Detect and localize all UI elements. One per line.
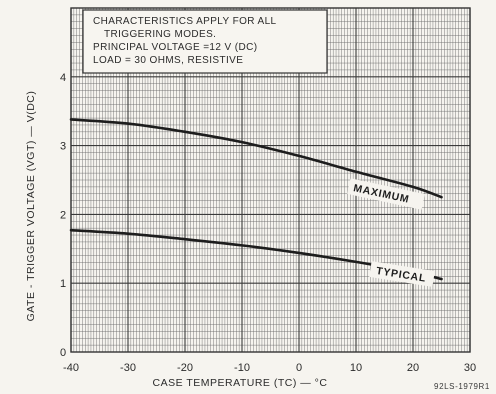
x-tick-label: -30 xyxy=(120,362,136,374)
x-tick-label: -20 xyxy=(177,362,193,374)
note-line-2: TRIGGERING MODES. xyxy=(104,29,216,40)
note-line-1: CHARACTERISTICS APPLY FOR ALL xyxy=(93,16,277,27)
x-tick-label: 20 xyxy=(407,362,419,374)
y-tick-label: 3 xyxy=(60,141,66,153)
x-tick-label: 30 xyxy=(464,362,476,374)
y-tick-labels: 0 1 2 3 4 xyxy=(60,72,66,359)
x-tick-label: 0 xyxy=(296,362,302,374)
series-label-typical-bg xyxy=(369,261,435,287)
y-tick-label: 0 xyxy=(60,347,66,359)
annotation-frame xyxy=(82,9,328,74)
x-tick-label: -40 xyxy=(63,362,79,374)
note-line-3: PRINCIPAL VOLTAGE =12 V (DC) xyxy=(93,42,257,53)
x-tick-label: -10 xyxy=(234,362,250,374)
series-line-maximum xyxy=(69,118,443,199)
y-tick-label: 1 xyxy=(60,278,66,290)
plot-frame xyxy=(70,7,471,353)
y-tick-label: 4 xyxy=(60,72,66,84)
note-line-4: LOAD = 30 OHMS, RESISTIVE xyxy=(93,55,243,66)
y-axis-label: GATE - TRIGGER VOLTAGE (VGT) — V(DC) xyxy=(25,91,37,322)
x-axis-label: CASE TEMPERATURE (TC) — °C xyxy=(153,377,328,389)
series-label-typical: TYPICAL xyxy=(369,261,435,287)
annotation-box: CHARACTERISTICS APPLY FOR ALL TRIGGERING… xyxy=(82,9,328,74)
minor-gridlines xyxy=(71,8,470,352)
figure-id: 92LS-1979R1 xyxy=(434,382,490,391)
y-tick-label: 2 xyxy=(60,209,66,221)
series-label-maximum-bg xyxy=(347,178,425,210)
x-tick-labels: -40 -30 -20 -10 0 10 20 30 xyxy=(63,362,476,374)
x-tick-label: 10 xyxy=(350,362,362,374)
